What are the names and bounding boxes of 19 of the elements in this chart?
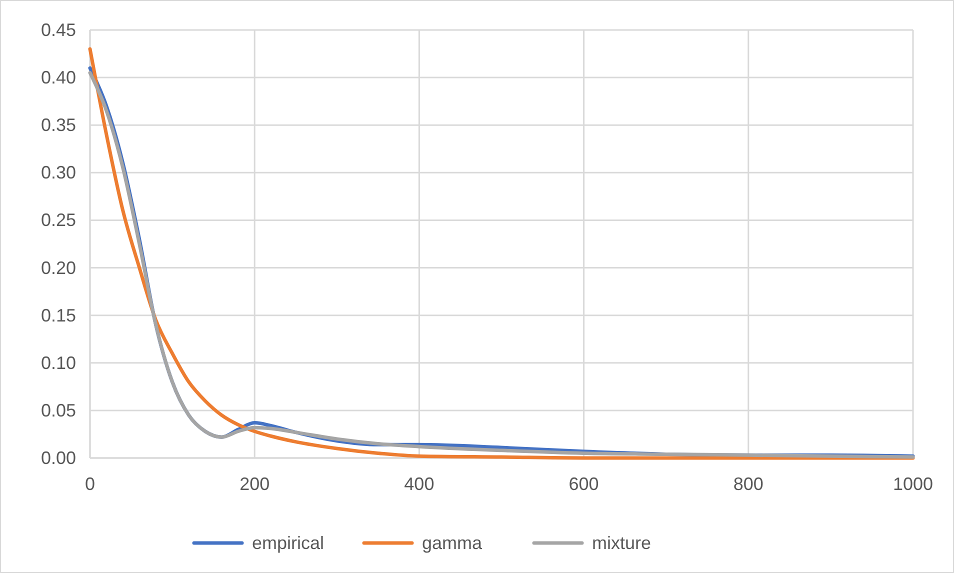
x-tick-label: 1000 (892, 474, 934, 494)
y-tick-label: 0.25 (40, 210, 76, 230)
y-tick-label: 0.40 (40, 68, 76, 88)
x-tick-label: 400 (404, 474, 434, 494)
legend-label: mixture (592, 533, 652, 553)
y-tick-label: 0.05 (40, 400, 76, 420)
y-tick-label: 0.35 (40, 115, 76, 136)
y-tick-label: 0.45 (40, 20, 76, 40)
y-tick-label: 0.00 (40, 448, 76, 468)
x-tick-label: 200 (240, 474, 270, 494)
x-tick-label: 800 (733, 474, 764, 494)
legend-label: gamma (422, 533, 484, 553)
x-tick-label: 600 (568, 474, 599, 494)
y-tick-label: 0.30 (40, 162, 76, 183)
y-tick-label: 0.15 (40, 305, 76, 326)
x-tick-label: 0 (84, 474, 96, 494)
legend-label: empirical (252, 533, 324, 553)
y-tick-label: 0.10 (40, 352, 76, 373)
y-tick-label: 0.20 (40, 258, 76, 278)
